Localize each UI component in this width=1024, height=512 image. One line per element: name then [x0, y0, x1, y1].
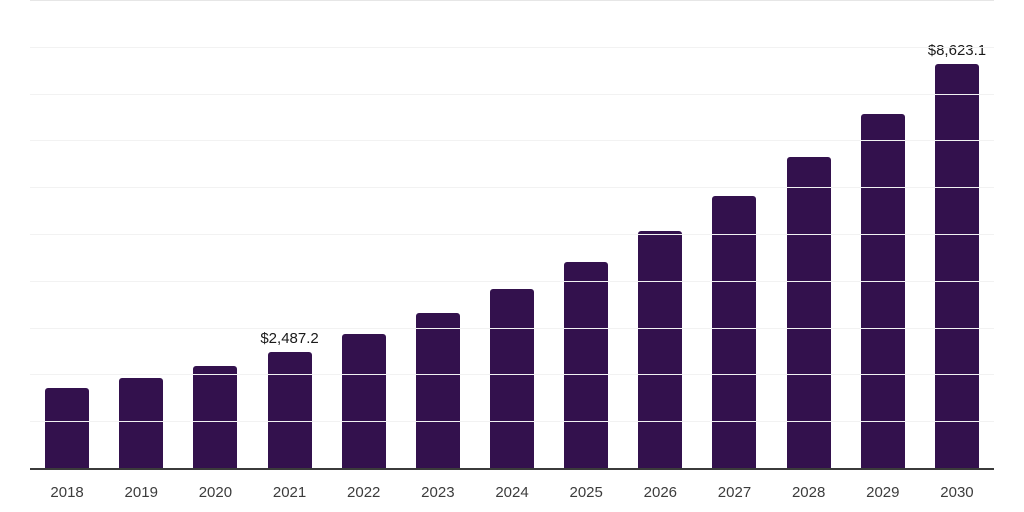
- plot-area: $2,487.2 $8,623.1: [30, 0, 994, 470]
- bar-2021: [267, 351, 312, 468]
- bar-2027: [712, 196, 757, 468]
- x-tick-label-2022: 2022: [347, 483, 381, 501]
- x-axis-labels: 2018 2019 2020 2021 2022 2023 2024 2025 2026 2027…: [30, 472, 994, 512]
- x-tick-label-2030: 2030: [940, 483, 974, 501]
- bar-2023: [415, 312, 460, 468]
- bar-slot-2024: [475, 0, 549, 468]
- x-tick-label-2019: 2019: [124, 483, 158, 501]
- bar-slot-2026: [623, 0, 697, 468]
- bar-value-label-2030: $8,623.1: [927, 42, 987, 60]
- bar-2026: [638, 231, 683, 468]
- x-tick-label-2027: 2027: [717, 483, 752, 501]
- bar-value-label-2021: $2,487.2: [260, 329, 319, 347]
- x-tick-label-2018: 2018: [50, 483, 84, 501]
- bar-2025: [564, 262, 609, 468]
- x-tick-label-2020: 2020: [198, 483, 233, 501]
- bar-2020: [193, 365, 238, 468]
- x-tick-label-2021: 2021: [272, 483, 307, 501]
- bar-2022: [341, 334, 386, 468]
- x-tick-label-2023: 2023: [421, 483, 455, 501]
- bar-slot-2029: [846, 0, 920, 468]
- x-tick-label-2029: 2029: [866, 483, 900, 501]
- bar-slot-2022: [327, 0, 401, 468]
- bar-slot-2025: [549, 0, 623, 468]
- bar-slot-2027: [697, 0, 771, 468]
- bar-slot-2020: [178, 0, 252, 468]
- bar-slot-2019: [104, 0, 178, 468]
- bar-slot-2030: $8,623.1: [920, 0, 994, 468]
- bar-2024: [490, 288, 535, 468]
- x-tick-label-2025: 2025: [569, 483, 603, 501]
- x-tick-label-2028: 2028: [791, 483, 826, 501]
- bars-container: $2,487.2 $8,623.1: [30, 0, 994, 468]
- bar-2029: [860, 113, 905, 468]
- bar-2028: [786, 156, 831, 468]
- bar-slot-2028: [772, 0, 846, 468]
- bar-slot-2021: $2,487.2: [252, 0, 326, 468]
- x-tick-label-2026: 2026: [643, 483, 678, 501]
- x-tick-label-2024: 2024: [495, 483, 529, 501]
- bar-slot-2023: [401, 0, 475, 468]
- bar-2019: [119, 377, 164, 468]
- bar-2018: [45, 388, 90, 468]
- bar-2030: [934, 64, 979, 468]
- bar-slot-2018: [30, 0, 104, 468]
